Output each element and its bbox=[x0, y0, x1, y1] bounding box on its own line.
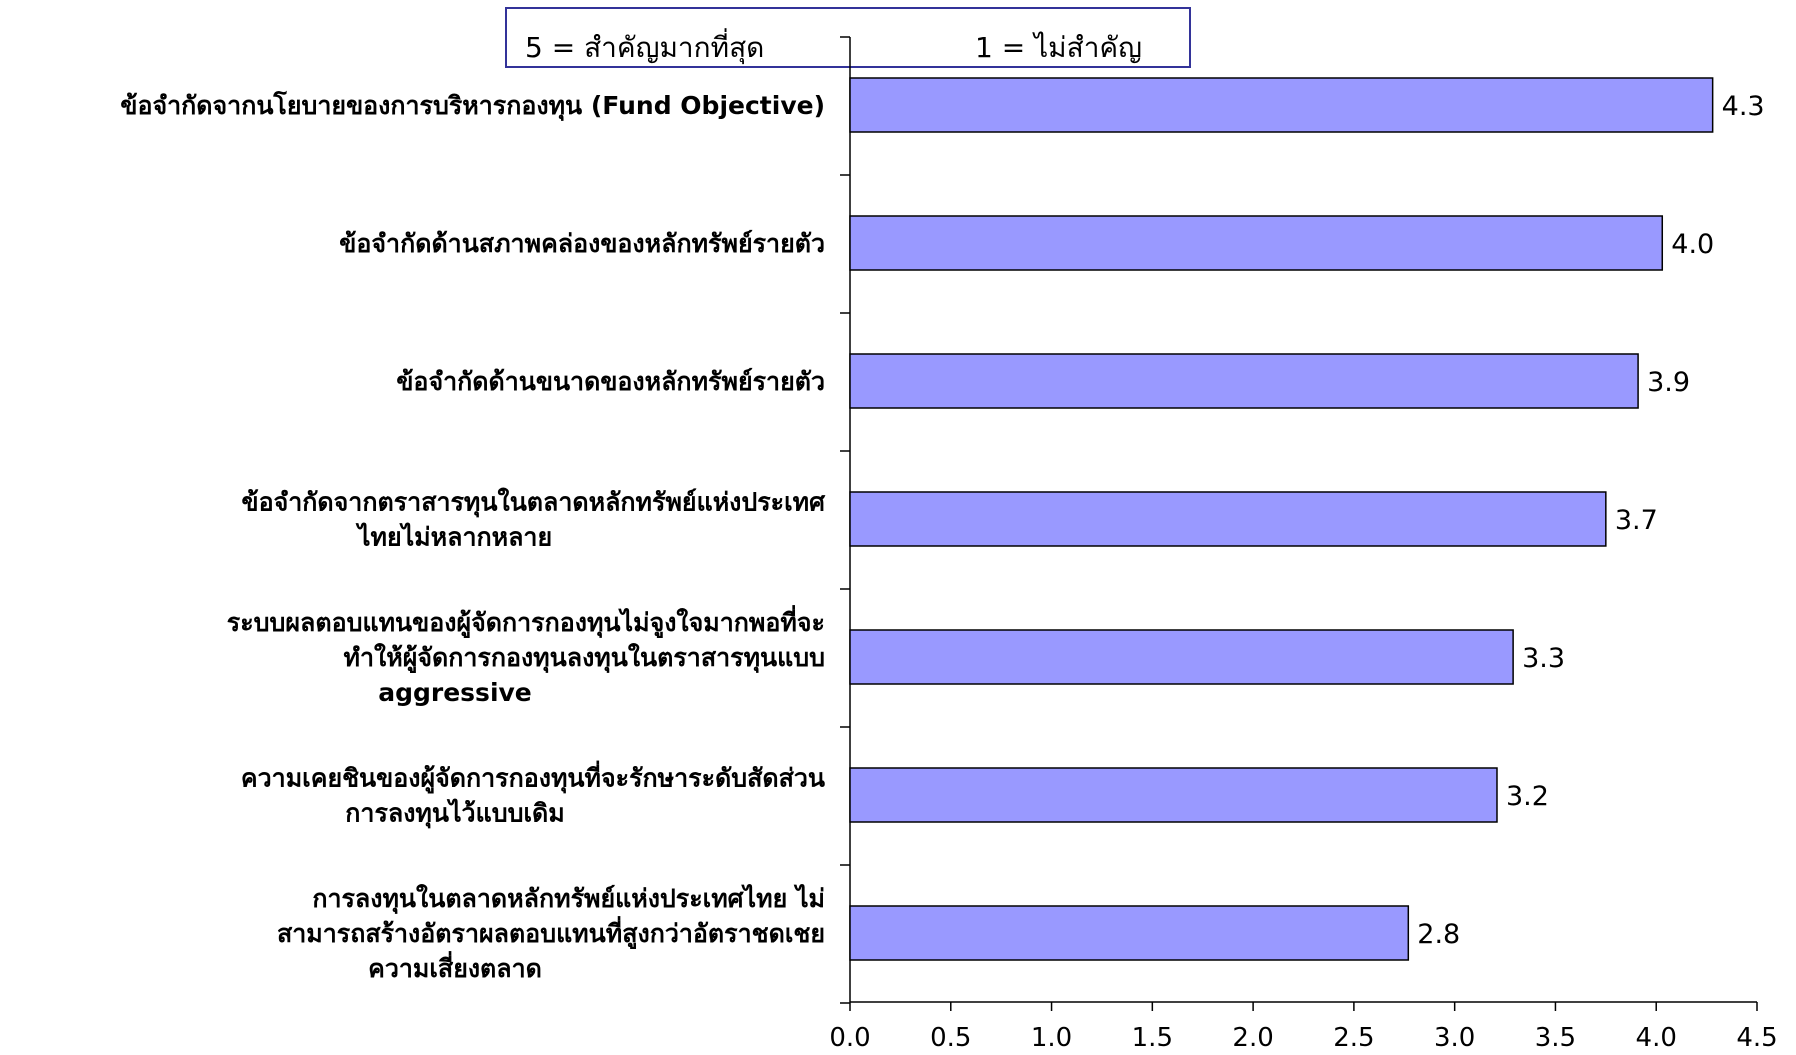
bar-value-label: 3.3 bbox=[1522, 643, 1565, 674]
x-tick-label: 0.0 bbox=[829, 1023, 870, 1051]
category-label: ทำให้ผู้จัดการกองทุนลงทุนในตราสารทุนแบบ bbox=[343, 642, 825, 674]
x-tick-label: 1.5 bbox=[1132, 1023, 1173, 1051]
category-label: ความเคยชินของผู้จัดการกองทุนที่จะรักษาระ… bbox=[241, 761, 825, 795]
x-tick-label: 1.0 bbox=[1031, 1023, 1072, 1051]
bar bbox=[849, 905, 1410, 961]
bar-value-label: 3.9 bbox=[1647, 367, 1690, 398]
category-label: ข้อจำกัดด้านสภาพคล่องของหลักทรัพย์รายตัว bbox=[339, 229, 825, 258]
category-label: ไทยไม่หลากหลาย bbox=[355, 522, 552, 552]
bar-value-label: 3.7 bbox=[1615, 505, 1658, 536]
x-tick-label: 4.5 bbox=[1736, 1023, 1777, 1051]
bar-value-label: 2.8 bbox=[1417, 919, 1460, 950]
bars: 4.3 4.0 3.9 3.7 3.3 3.2 2.8 bbox=[849, 77, 1765, 961]
category-label: ข้อจำกัดจากนโยบายของการบริหารกองทุน (Fun… bbox=[120, 90, 825, 122]
bar bbox=[849, 353, 1639, 409]
category-label: aggressive bbox=[378, 678, 532, 707]
bar bbox=[849, 629, 1514, 685]
x-tick-label: 3.5 bbox=[1535, 1023, 1576, 1051]
legend-right-label: 1 = ไม่สำคัญ bbox=[975, 31, 1142, 64]
bar-value-label: 4.3 bbox=[1722, 91, 1765, 122]
category-label: สามารถสร้างอัตราผลตอบแทนที่สูงกว่าอัตราช… bbox=[277, 916, 825, 950]
x-tick-label: 2.5 bbox=[1333, 1023, 1374, 1051]
x-tick-labels: 0.0 0.5 1.0 1.5 2.0 2.5 3.0 3.5 4.0 4.5 bbox=[829, 1002, 1778, 1053]
bar bbox=[849, 215, 1664, 271]
x-tick-label: 3.0 bbox=[1434, 1023, 1475, 1051]
category-label: การลงทุนไว้แบบเดิม bbox=[345, 798, 564, 830]
x-tick-label: 2.0 bbox=[1232, 1023, 1273, 1051]
legend-box: 5 = สำคัญมากที่สุด 1 = ไม่สำคัญ bbox=[505, 7, 1191, 68]
bar bbox=[849, 491, 1607, 547]
bar bbox=[849, 767, 1498, 823]
bar-value-label: 3.2 bbox=[1506, 781, 1549, 812]
bar bbox=[849, 77, 1714, 133]
category-label: ข้อจำกัดจากตราสารทุนในตลาดหลักทรัพย์แห่ง… bbox=[242, 487, 827, 519]
category-label: ความเสี่ยงตลาด bbox=[368, 951, 542, 983]
category-label: ระบบผลตอบแทนของผู้จัดการกองทุนไม่จูงใจมา… bbox=[227, 605, 825, 639]
legend-left-label: 5 = สำคัญมากที่สุด bbox=[525, 28, 764, 65]
category-labels: ข้อจำกัดจากนโยบายของการบริหารกองทุน (Fun… bbox=[120, 90, 826, 983]
category-label: ข้อจำกัดด้านขนาดของหลักทรัพย์รายตัว bbox=[396, 367, 825, 396]
category-label: การลงทุนในตลาดหลักทรัพย์แห่งประเทศไทย ไม… bbox=[312, 883, 825, 915]
x-tick-label: 4.0 bbox=[1636, 1023, 1677, 1051]
x-tick-label: 0.5 bbox=[930, 1023, 971, 1051]
bar-value-label: 4.0 bbox=[1671, 229, 1714, 260]
